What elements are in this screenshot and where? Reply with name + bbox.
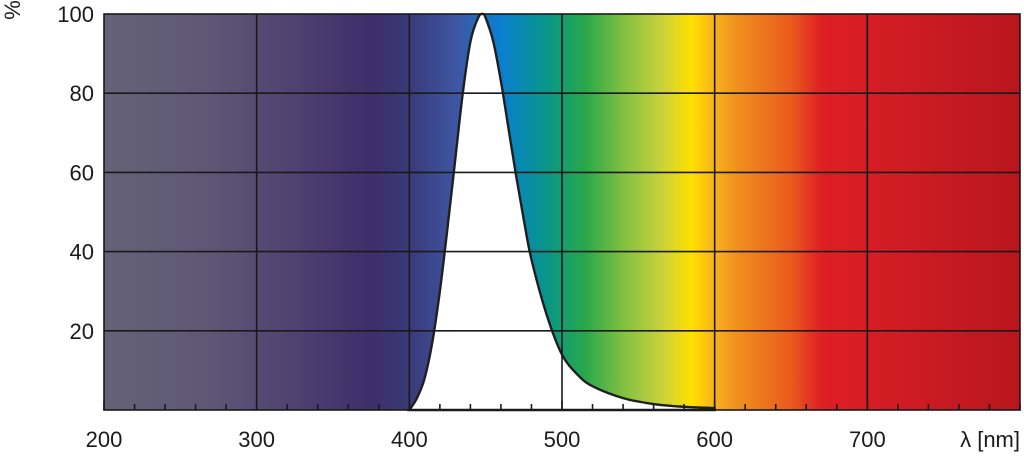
x-axis-label: λ [nm] (960, 427, 1020, 452)
emission-curve-area (407, 12, 716, 412)
axis-ticks (103, 401, 1021, 410)
x-tick-label-300: 300 (238, 427, 275, 452)
y-tick-label-80: 80 (70, 81, 94, 106)
grid-lines (103, 13, 1021, 411)
y-tick-labels: 20 40 60 80 100 (57, 2, 94, 344)
curve-layer (407, 12, 716, 412)
y-tick-label-100: 100 (57, 2, 94, 27)
y-axis-label: % (0, 0, 25, 20)
x-tick-label-600: 600 (696, 427, 733, 452)
y-tick-label-40: 40 (70, 240, 94, 265)
y-tick-label-60: 60 (70, 160, 94, 185)
x-tick-label-200: 200 (86, 427, 123, 452)
y-tick-label-20: 20 (70, 319, 94, 344)
x-tick-label-500: 500 (544, 427, 581, 452)
x-tick-label-400: 400 (391, 427, 428, 452)
x-tick-labels: 200 300 400 500 600 700 (86, 427, 886, 452)
x-tick-label-700: 700 (849, 427, 886, 452)
